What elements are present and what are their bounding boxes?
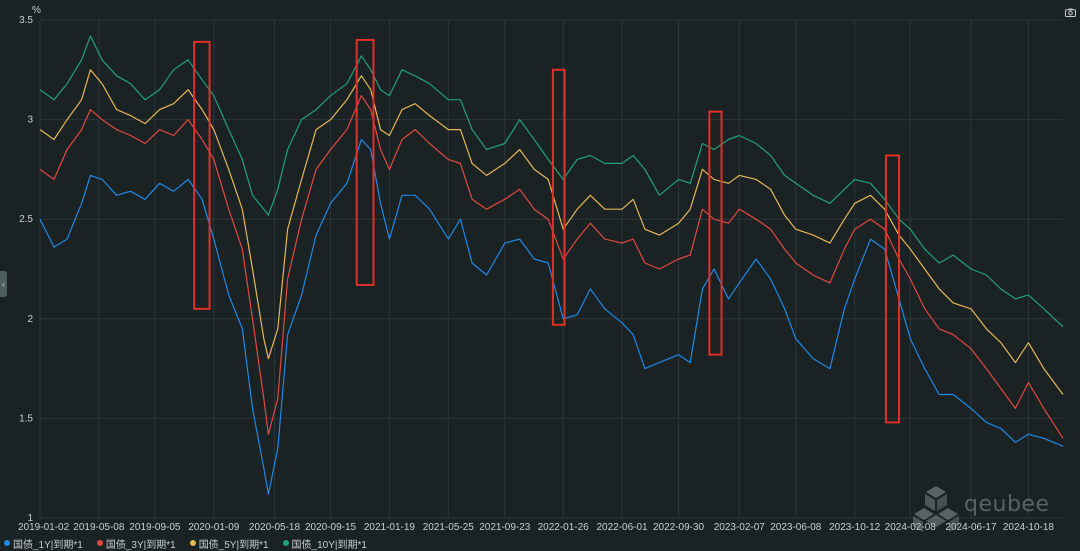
y-tick-label: 2: [27, 314, 33, 325]
legend-dot-1y: [4, 540, 10, 546]
legend-item-10y[interactable]: 国债_10Y|到期*1: [282, 536, 367, 551]
y-tick-label: 2.5: [19, 214, 33, 225]
chart-series: [39, 35, 1064, 495]
chart-legend: 国债_1Y|到期*1 国债_3Y|到期*1 国债_5Y|到期*1 国债_10Y|…: [4, 536, 367, 551]
legend-label-3y: 国债_3Y|到期*1: [105, 539, 176, 551]
x-tick-label: 2021-01-19: [364, 522, 416, 533]
x-axis: 2019-01-02 2019-05-08 2019-09-05 2020-01-09…: [18, 522, 1054, 533]
x-tick-label: 2023-06-08: [770, 522, 822, 533]
x-tick-label: 2020-05-18: [249, 522, 301, 533]
x-tick-label: 2023-10-12: [829, 522, 881, 533]
legend-label-5y: 国债_5Y|到期*1: [198, 539, 269, 551]
series-line-1: [39, 95, 1064, 439]
x-tick-label: 2024-06-17: [945, 522, 997, 533]
highlight-box-3: [708, 110, 723, 356]
x-tick-label: 2022-01-26: [538, 522, 590, 533]
series-line-3: [39, 35, 1064, 328]
highlight-boxes: [193, 38, 901, 424]
chevron-left-icon: ‹: [2, 279, 5, 289]
watermark: qeubee: [912, 484, 1072, 534]
x-tick-label: 2019-01-02: [18, 522, 70, 533]
legend-dot-5y: [189, 540, 196, 546]
legend-item-3y[interactable]: 国债_3Y|到期*1: [96, 536, 176, 551]
legend-item-5y[interactable]: 国债_5Y|到期*1: [189, 536, 269, 551]
x-tick-label: 2019-09-05: [129, 522, 181, 533]
y-unit-label: %: [32, 5, 41, 16]
x-tick-label: 2019-05-08: [73, 522, 125, 533]
side-toggle-button[interactable]: ‹: [0, 271, 7, 297]
y-tick-label: 1: [27, 513, 33, 524]
y-tick-label: 3.5: [19, 15, 33, 26]
chart-grid: [39, 19, 1063, 519]
qeubee-logo: [913, 486, 959, 532]
x-tick-label: 2022-06-01: [596, 522, 648, 533]
y-axis: 1 1.5 2 2.5 3 3.5: [19, 15, 33, 524]
camera-icon[interactable]: [1065, 8, 1076, 17]
series-line-0: [39, 138, 1064, 495]
x-tick-label: 2020-01-09: [188, 522, 240, 533]
legend-label-1y: 国债_1Y|到期*1: [13, 539, 83, 551]
highlight-box-1: [355, 38, 375, 286]
x-tick-label: 2021-09-23: [479, 522, 531, 533]
x-tick-label: 2021-05-25: [423, 522, 475, 533]
watermark-text: qeubee: [964, 492, 1050, 517]
highlight-box-2: [551, 68, 566, 326]
y-tick-label: 3: [27, 115, 33, 126]
x-tick-label: 2022-09-30: [653, 522, 705, 533]
x-tick-label: 2023-02-07: [714, 522, 766, 533]
legend-item-1y[interactable]: 国债_1Y|到期*1: [4, 536, 83, 551]
x-tick-label: 2024-10-18: [1003, 522, 1055, 533]
highlight-box-4: [884, 154, 901, 424]
legend-dot-3y: [96, 540, 103, 546]
series-line-2: [39, 69, 1064, 395]
legend-dot-10y: [282, 540, 289, 546]
highlight-box-0: [193, 40, 211, 310]
x-tick-label: 2020-09-15: [305, 522, 357, 533]
legend-label-10y: 国债_10Y|到期*1: [291, 539, 367, 551]
x-tick-label: 2024-02-08: [885, 522, 937, 533]
y-tick-label: 1.5: [19, 413, 33, 424]
